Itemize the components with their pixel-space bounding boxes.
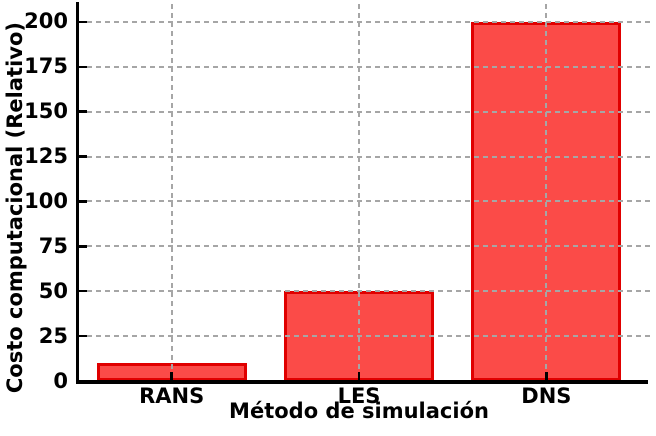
y-tick-label: 175 xyxy=(24,54,68,79)
x-tick-label: DNS xyxy=(521,384,572,408)
horizontal-gridline xyxy=(78,290,650,293)
horizontal-gridline xyxy=(78,20,650,23)
y-tick-label: 25 xyxy=(38,323,68,348)
y-axis-line xyxy=(76,2,79,383)
y-tick-mark xyxy=(78,200,87,203)
y-tick-mark xyxy=(78,65,87,69)
vertical-gridline xyxy=(170,4,173,381)
y-tick-mark xyxy=(78,155,87,158)
x-tick-label: LES xyxy=(337,384,381,408)
x-tick-mark xyxy=(357,372,361,381)
y-tick-mark xyxy=(78,245,87,248)
y-tick-label: 75 xyxy=(38,233,68,258)
vertical-gridline xyxy=(358,4,360,381)
horizontal-gridline xyxy=(78,155,650,158)
x-tick-mark xyxy=(170,372,173,381)
x-tick-mark xyxy=(545,372,548,381)
x-tick-label: RANS xyxy=(139,384,205,408)
y-tick-label: 125 xyxy=(24,144,68,169)
y-tick-label: 200 xyxy=(24,9,68,34)
horizontal-gridline xyxy=(78,335,650,338)
y-tick-mark xyxy=(78,289,87,293)
horizontal-gridline xyxy=(78,110,650,113)
horizontal-gridline xyxy=(78,200,650,203)
plot-area xyxy=(78,4,650,383)
x-axis-title: Método de simulación xyxy=(229,399,489,423)
horizontal-gridline xyxy=(78,65,650,68)
y-tick-label: 100 xyxy=(24,188,68,213)
y-tick-label: 0 xyxy=(53,368,68,393)
vertical-gridline xyxy=(545,4,548,381)
y-tick-mark xyxy=(78,334,87,338)
horizontal-gridline xyxy=(78,245,650,248)
x-axis-line xyxy=(76,380,648,384)
y-tick-mark xyxy=(78,20,87,24)
y-tick-label: 50 xyxy=(38,278,68,303)
y-tick-mark xyxy=(78,110,87,113)
y-tick-label: 150 xyxy=(24,99,68,124)
